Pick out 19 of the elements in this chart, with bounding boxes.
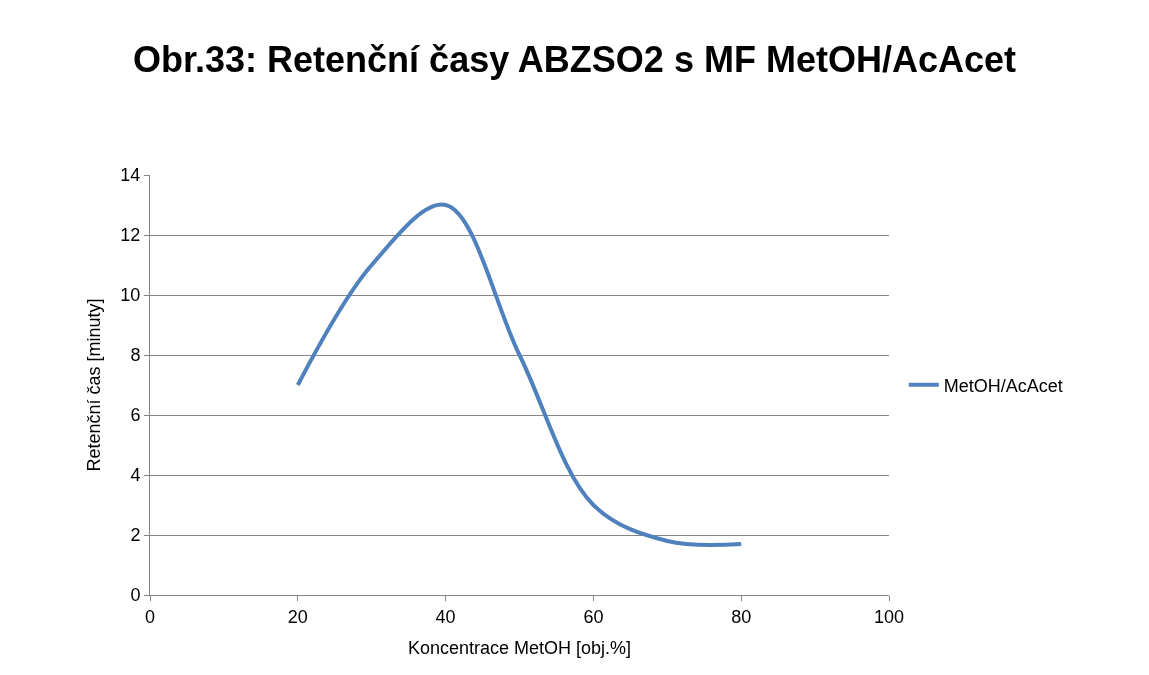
y-tick-label: 0 [130,585,141,606]
x-tick-label: 100 [873,606,905,627]
y-tick-label: 4 [130,465,141,486]
y-tick-label: 12 [120,225,141,246]
x-tick-label: 80 [731,606,752,627]
x-tick-label: 60 [583,606,604,627]
y-axis-title: Retenční čas [minuty] [83,298,104,472]
x-axis-title: Koncentrace MetOH [obj.%] [407,637,632,658]
y-tick-label: 8 [130,345,141,366]
legend-label: MetOH/AcAcet [943,375,1063,396]
y-tick-label: 14 [120,165,141,186]
x-tick-label: 0 [144,606,156,627]
chart-title: Obr.33: Retenční časy ABZSO2 s MF MetOH/AcAcet [133,39,1016,81]
x-tick-label: 20 [287,606,308,627]
y-tick-label: 2 [130,525,141,546]
x-tick-label: 40 [435,606,456,627]
line-series [295,203,744,548]
y-tick-label: 6 [130,405,141,426]
y-tick-label: 10 [120,285,141,306]
